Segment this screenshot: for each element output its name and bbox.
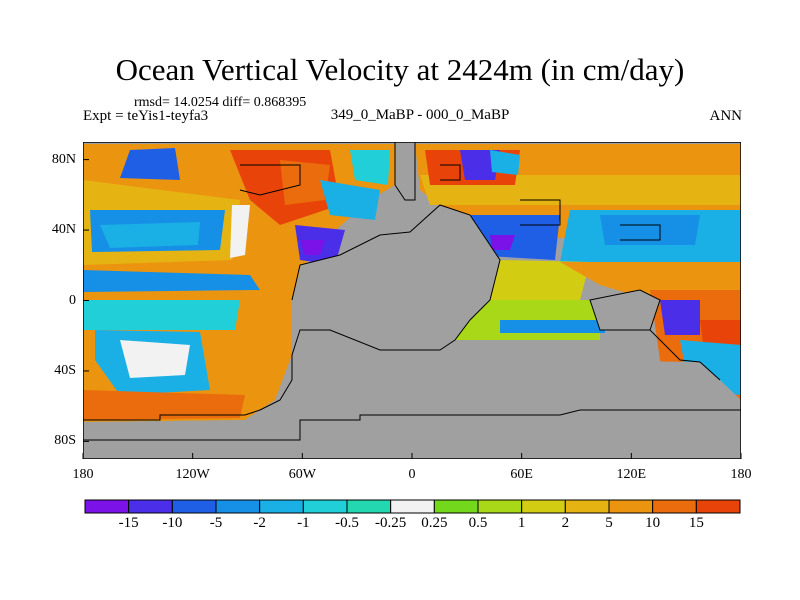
coastline-contours [83, 142, 741, 441]
pacific-ocean-field [83, 144, 395, 422]
colorbar-swatch [171, 499, 217, 514]
lon-tick-label: 60E [510, 467, 533, 482]
colorbar-swatch [259, 499, 304, 514]
colorbar-tick-label: -1 [297, 515, 310, 531]
axis-ticks [82, 159, 742, 459]
lat-tick-label: 40N [51, 222, 76, 238]
colorbar-swatch [346, 499, 392, 514]
period-difference-label: 349_0_MaBP - 000_0_MaBP [330, 107, 510, 123]
colorbar-swatch [608, 499, 654, 514]
lon-tick-label: 0 [408, 467, 416, 482]
lon-tick-label: 60W [288, 467, 316, 482]
colorbar-swatch [695, 499, 741, 514]
colorbar-swatch [390, 499, 435, 514]
colorbar-tick-label: 15 [688, 515, 704, 531]
lon-tick-label: 120E [616, 467, 647, 482]
season-label: ANN [709, 108, 743, 124]
map-area [83, 142, 741, 459]
colorbar-tick-label: 2 [561, 515, 570, 531]
north-atlantic-land [395, 142, 415, 200]
colorbar-tick-label: -5 [209, 515, 223, 531]
colorbar-tick-label: 1 [517, 515, 526, 531]
lon-tick-label: 180 [730, 467, 752, 482]
colorbar-swatch [521, 499, 566, 514]
lat-tick-label: 80S [54, 433, 76, 449]
colorbar-tick-label: -15 [118, 515, 139, 531]
colorbar-tick-label: 0.5 [468, 515, 488, 531]
colorbar-tick-label: 0.25 [421, 515, 448, 531]
colorbar-swatch [564, 499, 610, 514]
land-masses [83, 142, 741, 459]
southern-landmass [83, 340, 741, 459]
lat-tick-label: 0 [69, 292, 76, 308]
colorbar-swatch [477, 499, 523, 514]
colorbar-swatch [433, 499, 479, 514]
colorbar-tick-label: 5 [605, 515, 613, 531]
rmsd-diff-stats: rmsd= 14.0254 diff= 0.868395 [134, 95, 307, 110]
colorbar-tick-label: -10 [162, 515, 183, 531]
colorbar-tick-label: -2 [253, 515, 266, 531]
lat-tick-label: 80N [51, 151, 76, 167]
colorbar-tick-label: -0.5 [335, 515, 359, 531]
colorbar-swatch [652, 499, 697, 514]
colorbar-tick-label: -0.25 [375, 515, 407, 531]
eastern-ocean-field [415, 144, 741, 400]
colorbar-swatch [302, 499, 348, 514]
experiment-label: Expt = teYis1-teyfa3 [83, 108, 209, 124]
colorbar-swatch [128, 499, 173, 514]
colorbar [84, 499, 741, 514]
colorbar-swatch [84, 499, 130, 514]
plot-title: Ocean Vertical Velocity at 2424m (in cm/… [115, 52, 685, 87]
colorbar-swatch [215, 499, 261, 514]
colorbar-tick-label: 10 [645, 515, 661, 531]
lon-tick-label: 120W [175, 467, 210, 482]
lat-tick-label: 40S [54, 362, 76, 378]
lon-tick-label: 180 [72, 467, 94, 482]
central-landmass [300, 205, 500, 350]
eastern-landmass [590, 290, 660, 330]
